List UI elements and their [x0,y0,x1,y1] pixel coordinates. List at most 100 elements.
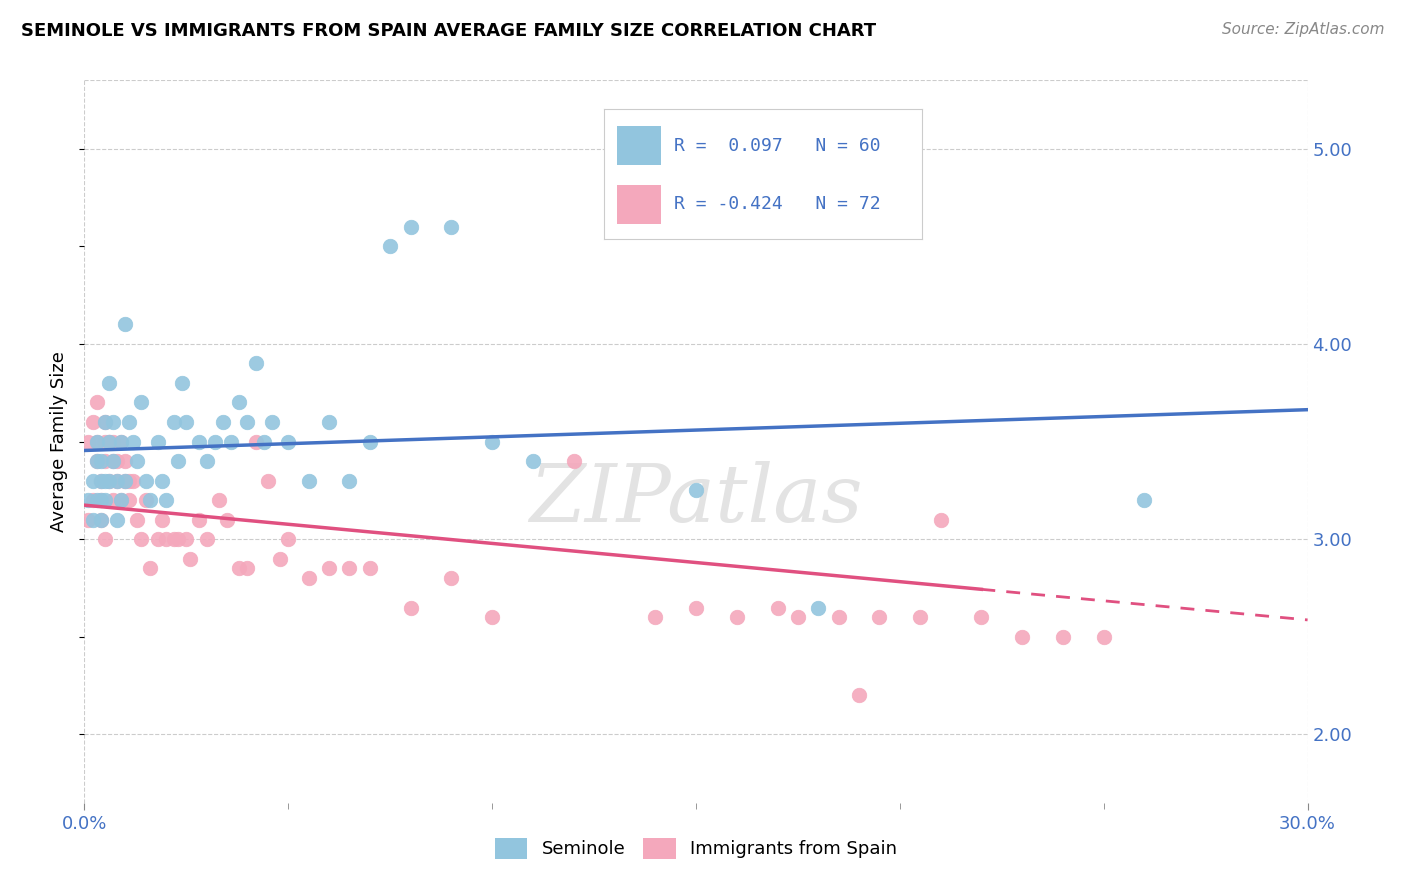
Point [82,415,104,429]
Point [110,493,132,508]
Point [118,415,141,429]
Point [828,610,851,624]
Point [90,474,112,488]
Point [257,474,280,488]
Point [101,415,124,429]
Point [118,493,141,508]
Point [90,493,112,508]
Point [481,610,503,624]
Point [146,532,169,546]
Point [339,561,361,575]
Point [97,474,120,488]
Point [155,532,177,546]
Point [90,454,112,468]
Point [77,434,100,449]
Point [82,474,104,488]
Point [644,610,666,624]
Point [135,493,157,508]
Point [174,415,197,429]
Point [86,454,108,468]
Point [105,474,128,488]
Point [187,513,209,527]
Point [93,415,115,429]
Point [1092,630,1115,644]
Point [150,513,173,527]
Y-axis label: Average Family Size: Average Family Size [51,351,69,532]
Point [127,513,149,527]
Point [131,532,153,546]
Point [93,454,115,468]
Point [195,532,218,546]
Point [766,600,789,615]
Point [277,434,299,449]
Point [101,493,124,508]
Point [114,474,136,488]
Point [481,434,503,449]
Point [685,483,707,498]
Point [236,561,259,575]
Point [172,376,194,390]
Point [101,454,124,468]
Point [399,219,422,234]
Point [318,561,340,575]
Point [1133,493,1156,508]
Point [174,532,197,546]
Legend: Seminole, Immigrants from Spain: Seminole, Immigrants from Spain [488,830,904,866]
Point [685,600,707,615]
Point [77,513,100,527]
Point [97,434,120,449]
Text: ZIPatlas: ZIPatlas [529,460,863,538]
Point [179,551,201,566]
Point [522,454,544,468]
Point [217,513,239,527]
Point [118,474,141,488]
Point [114,454,136,468]
Point [101,454,124,468]
Point [90,493,112,508]
Point [399,600,422,615]
Point [93,532,115,546]
Point [298,571,321,585]
Point [150,474,173,488]
Point [318,415,340,429]
Point [97,474,120,488]
Point [93,474,115,488]
Point [110,434,132,449]
Point [228,395,250,409]
Point [86,395,108,409]
Point [929,513,952,527]
Point [90,513,112,527]
Point [138,493,160,508]
Point [86,454,108,468]
Point [236,415,259,429]
Point [101,434,124,449]
Point [97,434,120,449]
Point [204,434,226,449]
Point [339,474,361,488]
Point [114,474,136,488]
Point [228,561,250,575]
Point [440,571,463,585]
Point [245,356,267,370]
Point [562,454,585,468]
Point [359,434,381,449]
Point [970,610,993,624]
Point [82,513,104,527]
Point [97,376,120,390]
Point [219,434,242,449]
Point [212,415,235,429]
Point [105,454,128,468]
Point [110,434,132,449]
Point [138,561,160,575]
Point [167,454,190,468]
Point [105,513,128,527]
Point [1011,630,1033,644]
Text: SEMINOLE VS IMMIGRANTS FROM SPAIN AVERAGE FAMILY SIZE CORRELATION CHART: SEMINOLE VS IMMIGRANTS FROM SPAIN AVERAG… [21,22,876,40]
Point [163,415,186,429]
Point [105,474,128,488]
Point [110,493,132,508]
Point [269,551,291,566]
Point [440,219,463,234]
Point [93,493,115,508]
Text: Source: ZipAtlas.com: Source: ZipAtlas.com [1222,22,1385,37]
